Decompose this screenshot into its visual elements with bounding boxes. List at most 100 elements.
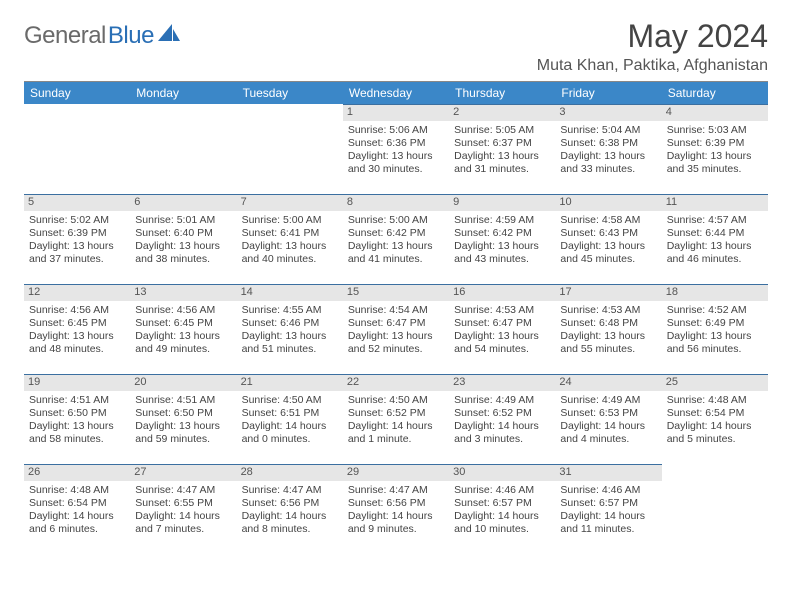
weekday-header-cell: Wednesday xyxy=(343,82,449,104)
calendar-cell: 26Sunrise: 4:48 AMSunset: 6:54 PMDayligh… xyxy=(24,464,130,554)
sunset-line: Sunset: 6:56 PM xyxy=(348,497,444,510)
daylight-line: Daylight: 13 hours and 45 minutes. xyxy=(560,240,656,266)
sunrise-line: Sunrise: 4:56 AM xyxy=(135,304,231,317)
sunset-line: Sunset: 6:40 PM xyxy=(135,227,231,240)
day-number: 26 xyxy=(24,465,130,481)
calendar-cell: 28Sunrise: 4:47 AMSunset: 6:56 PMDayligh… xyxy=(237,464,343,554)
day-number: 30 xyxy=(449,465,555,481)
day-number: 17 xyxy=(555,285,661,301)
day-number: 12 xyxy=(24,285,130,301)
calendar-cell: 3Sunrise: 5:04 AMSunset: 6:38 PMDaylight… xyxy=(555,104,661,194)
daylight-line: Daylight: 14 hours and 9 minutes. xyxy=(348,510,444,536)
sunrise-line: Sunrise: 4:51 AM xyxy=(29,394,125,407)
calendar-cell: 8Sunrise: 5:00 AMSunset: 6:42 PMDaylight… xyxy=(343,194,449,284)
sunset-line: Sunset: 6:39 PM xyxy=(667,137,763,150)
sunrise-line: Sunrise: 5:04 AM xyxy=(560,124,656,137)
sunset-line: Sunset: 6:56 PM xyxy=(242,497,338,510)
calendar-cell: 14Sunrise: 4:55 AMSunset: 6:46 PMDayligh… xyxy=(237,284,343,374)
daylight-line: Daylight: 13 hours and 38 minutes. xyxy=(135,240,231,266)
day-number: 22 xyxy=(343,375,449,391)
sunrise-line: Sunrise: 4:51 AM xyxy=(135,394,231,407)
calendar-cell-blank xyxy=(237,104,343,194)
day-number: 19 xyxy=(24,375,130,391)
sunrise-line: Sunrise: 4:48 AM xyxy=(29,484,125,497)
day-number: 20 xyxy=(130,375,236,391)
daylight-line: Daylight: 13 hours and 58 minutes. xyxy=(29,420,125,446)
sunrise-line: Sunrise: 4:57 AM xyxy=(667,214,763,227)
sunset-line: Sunset: 6:45 PM xyxy=(29,317,125,330)
day-number: 14 xyxy=(237,285,343,301)
calendar-cell: 29Sunrise: 4:47 AMSunset: 6:56 PMDayligh… xyxy=(343,464,449,554)
daylight-line: Daylight: 14 hours and 1 minute. xyxy=(348,420,444,446)
sunset-line: Sunset: 6:45 PM xyxy=(135,317,231,330)
daylight-line: Daylight: 14 hours and 6 minutes. xyxy=(29,510,125,536)
day-number: 15 xyxy=(343,285,449,301)
calendar-cell: 4Sunrise: 5:03 AMSunset: 6:39 PMDaylight… xyxy=(662,104,768,194)
logo-text-blue: Blue xyxy=(108,22,154,50)
sunrise-line: Sunrise: 4:47 AM xyxy=(135,484,231,497)
sunset-line: Sunset: 6:37 PM xyxy=(454,137,550,150)
sunset-line: Sunset: 6:47 PM xyxy=(454,317,550,330)
sunrise-line: Sunrise: 4:59 AM xyxy=(454,214,550,227)
daylight-line: Daylight: 13 hours and 48 minutes. xyxy=(29,330,125,356)
daylight-line: Daylight: 13 hours and 30 minutes. xyxy=(348,150,444,176)
day-number: 29 xyxy=(343,465,449,481)
calendar-cell: 21Sunrise: 4:50 AMSunset: 6:51 PMDayligh… xyxy=(237,374,343,464)
daylight-line: Daylight: 13 hours and 55 minutes. xyxy=(560,330,656,356)
calendar-cell: 11Sunrise: 4:57 AMSunset: 6:44 PMDayligh… xyxy=(662,194,768,284)
sunrise-line: Sunrise: 4:56 AM xyxy=(29,304,125,317)
calendar-cell: 31Sunrise: 4:46 AMSunset: 6:57 PMDayligh… xyxy=(555,464,661,554)
sunrise-line: Sunrise: 4:46 AM xyxy=(560,484,656,497)
calendar-cell: 19Sunrise: 4:51 AMSunset: 6:50 PMDayligh… xyxy=(24,374,130,464)
calendar-cell: 20Sunrise: 4:51 AMSunset: 6:50 PMDayligh… xyxy=(130,374,236,464)
day-number: 6 xyxy=(130,195,236,211)
day-number: 27 xyxy=(130,465,236,481)
daylight-line: Daylight: 13 hours and 56 minutes. xyxy=(667,330,763,356)
day-number: 16 xyxy=(449,285,555,301)
day-number: 25 xyxy=(662,375,768,391)
day-number: 1 xyxy=(343,105,449,121)
calendar-cell: 5Sunrise: 5:02 AMSunset: 6:39 PMDaylight… xyxy=(24,194,130,284)
sunset-line: Sunset: 6:39 PM xyxy=(29,227,125,240)
location: Muta Khan, Paktika, Afghanistan xyxy=(537,57,768,75)
calendar-cell: 22Sunrise: 4:50 AMSunset: 6:52 PMDayligh… xyxy=(343,374,449,464)
weekday-header-cell: Friday xyxy=(555,82,661,104)
day-number: 7 xyxy=(237,195,343,211)
sunset-line: Sunset: 6:41 PM xyxy=(242,227,338,240)
sunrise-line: Sunrise: 4:52 AM xyxy=(667,304,763,317)
weekday-header-cell: Saturday xyxy=(662,82,768,104)
day-number: 2 xyxy=(449,105,555,121)
daylight-line: Daylight: 13 hours and 51 minutes. xyxy=(242,330,338,356)
day-number: 21 xyxy=(237,375,343,391)
sunset-line: Sunset: 6:44 PM xyxy=(667,227,763,240)
sunset-line: Sunset: 6:36 PM xyxy=(348,137,444,150)
sunset-line: Sunset: 6:54 PM xyxy=(667,407,763,420)
calendar-cell: 24Sunrise: 4:49 AMSunset: 6:53 PMDayligh… xyxy=(555,374,661,464)
sunset-line: Sunset: 6:42 PM xyxy=(348,227,444,240)
daylight-line: Daylight: 13 hours and 43 minutes. xyxy=(454,240,550,266)
calendar-cell: 23Sunrise: 4:49 AMSunset: 6:52 PMDayligh… xyxy=(449,374,555,464)
sunrise-line: Sunrise: 4:53 AM xyxy=(560,304,656,317)
daylight-line: Daylight: 14 hours and 3 minutes. xyxy=(454,420,550,446)
daylight-line: Daylight: 13 hours and 59 minutes. xyxy=(135,420,231,446)
header: GeneralBlue May 2024 Muta Khan, Paktika,… xyxy=(24,18,768,75)
sunset-line: Sunset: 6:52 PM xyxy=(348,407,444,420)
daylight-line: Daylight: 13 hours and 33 minutes. xyxy=(560,150,656,176)
calendar-cell-blank xyxy=(130,104,236,194)
day-number: 13 xyxy=(130,285,236,301)
calendar-cell: 18Sunrise: 4:52 AMSunset: 6:49 PMDayligh… xyxy=(662,284,768,374)
sunrise-line: Sunrise: 4:53 AM xyxy=(454,304,550,317)
day-number: 8 xyxy=(343,195,449,211)
calendar-body: 1Sunrise: 5:06 AMSunset: 6:36 PMDaylight… xyxy=(24,104,768,554)
calendar-cell: 2Sunrise: 5:05 AMSunset: 6:37 PMDaylight… xyxy=(449,104,555,194)
sunrise-line: Sunrise: 4:58 AM xyxy=(560,214,656,227)
day-number: 9 xyxy=(449,195,555,211)
sunrise-line: Sunrise: 4:48 AM xyxy=(667,394,763,407)
sunset-line: Sunset: 6:43 PM xyxy=(560,227,656,240)
sunrise-line: Sunrise: 5:06 AM xyxy=(348,124,444,137)
sunrise-line: Sunrise: 5:01 AM xyxy=(135,214,231,227)
sunset-line: Sunset: 6:55 PM xyxy=(135,497,231,510)
sunset-line: Sunset: 6:46 PM xyxy=(242,317,338,330)
day-number: 5 xyxy=(24,195,130,211)
calendar-cell: 16Sunrise: 4:53 AMSunset: 6:47 PMDayligh… xyxy=(449,284,555,374)
